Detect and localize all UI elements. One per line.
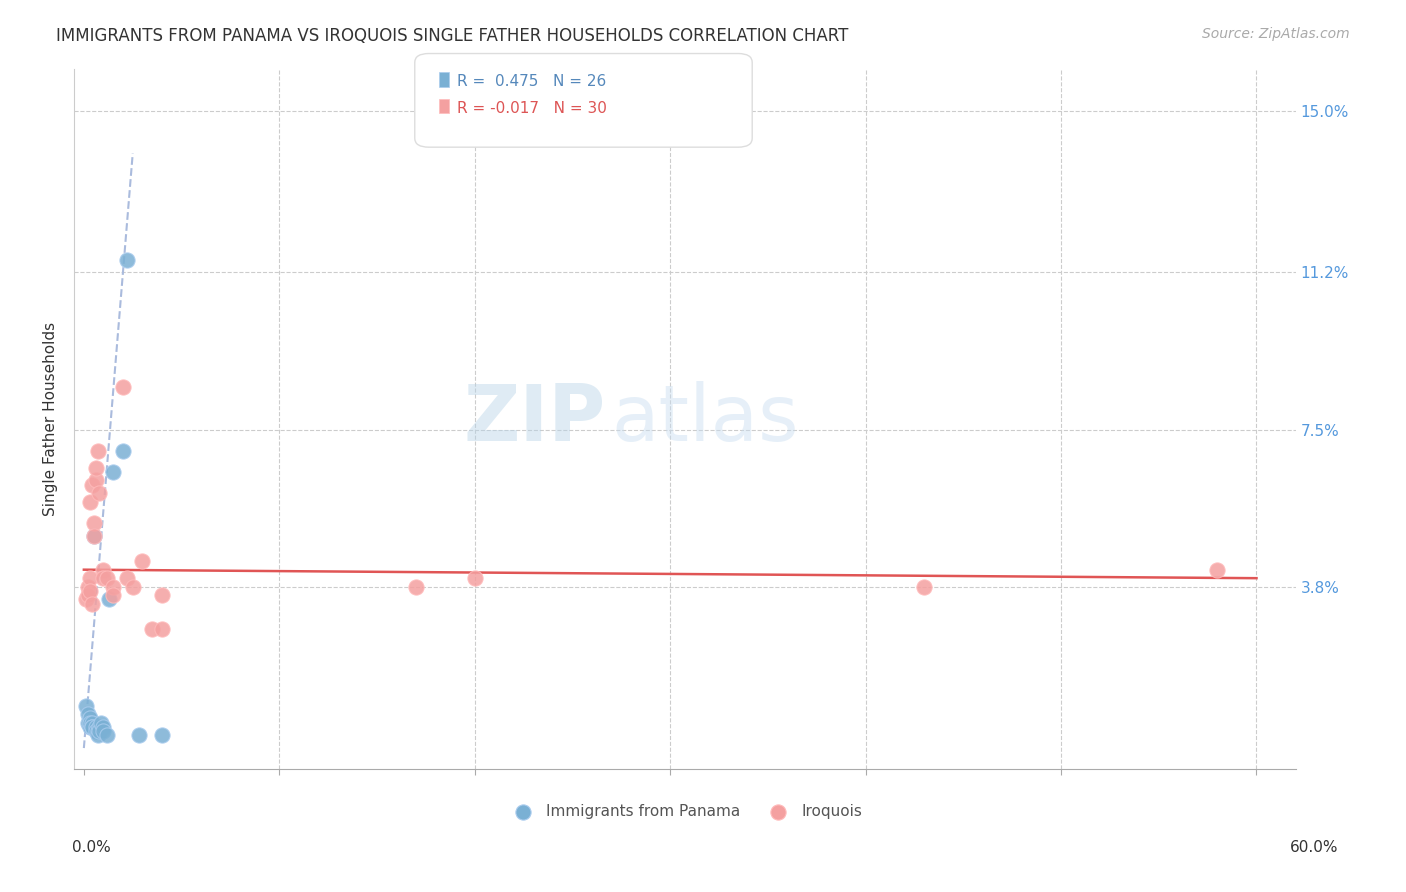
Point <box>80 720 103 734</box>
Point <box>86 443 108 458</box>
Point <box>84 460 107 475</box>
Point <box>80 715 103 730</box>
Point <box>150 622 173 636</box>
Point <box>464 571 486 585</box>
Point <box>93 563 115 577</box>
Text: R = -0.017   N = 30: R = -0.017 N = 30 <box>457 101 607 116</box>
Point <box>76 715 98 730</box>
Point <box>93 724 115 739</box>
Point <box>1206 563 1229 577</box>
Point <box>101 465 124 479</box>
Point <box>84 724 107 739</box>
Text: R =  0.475   N = 26: R = 0.475 N = 26 <box>457 74 606 89</box>
Text: atlas: atlas <box>612 381 799 457</box>
Point <box>84 474 107 488</box>
Point <box>79 715 101 730</box>
Text: ZIP: ZIP <box>463 381 606 457</box>
Point <box>93 571 115 585</box>
Point <box>86 724 108 739</box>
Point <box>79 720 101 734</box>
Point <box>405 580 427 594</box>
Point <box>111 443 134 458</box>
Point <box>89 720 111 734</box>
Point <box>75 592 97 607</box>
Point <box>141 622 163 636</box>
Point <box>90 715 112 730</box>
Point <box>115 252 138 267</box>
Point <box>80 720 103 734</box>
Y-axis label: Single Father Households: Single Father Households <box>44 322 58 516</box>
Point <box>89 724 111 739</box>
Text: 60.0%: 60.0% <box>1291 840 1339 855</box>
Point <box>96 571 118 585</box>
Text: IMMIGRANTS FROM PANAMA VS IROQUOIS SINGLE FATHER HOUSEHOLDS CORRELATION CHART: IMMIGRANTS FROM PANAMA VS IROQUOIS SINGL… <box>56 27 849 45</box>
Point <box>115 571 138 585</box>
Point <box>89 486 111 500</box>
Text: Source: ZipAtlas.com: Source: ZipAtlas.com <box>1202 27 1350 41</box>
Text: 0.0%: 0.0% <box>72 840 111 855</box>
Point <box>76 588 98 602</box>
Point <box>96 728 118 742</box>
Point <box>76 707 98 722</box>
Point <box>131 554 153 568</box>
Point <box>912 580 935 594</box>
Point <box>84 720 107 734</box>
Point <box>128 728 150 742</box>
Point <box>111 380 134 394</box>
Point <box>83 529 105 543</box>
Point <box>150 728 173 742</box>
Legend: Immigrants from Panama, Iroquois: Immigrants from Panama, Iroquois <box>502 797 868 825</box>
Point <box>79 571 101 585</box>
Point <box>83 529 105 543</box>
Point <box>79 711 101 725</box>
Point <box>80 477 103 491</box>
Point <box>83 516 105 530</box>
Point <box>150 588 173 602</box>
Point <box>121 580 143 594</box>
Point <box>101 588 124 602</box>
Point <box>93 720 115 734</box>
Point <box>79 494 101 508</box>
Point <box>101 580 124 594</box>
Point <box>80 597 103 611</box>
Point <box>75 698 97 713</box>
Point <box>86 728 108 742</box>
Point <box>98 592 121 607</box>
Point <box>76 580 98 594</box>
Point <box>79 583 101 598</box>
